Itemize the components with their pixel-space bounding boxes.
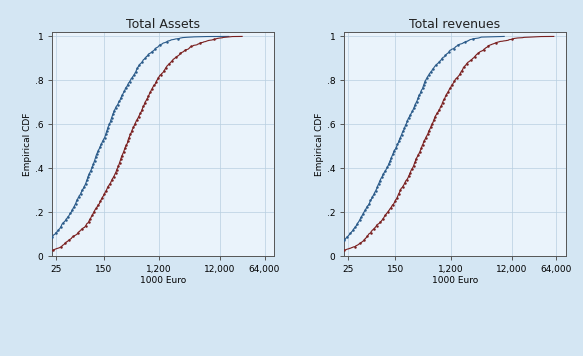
Y-axis label: Empirical CDF: Empirical CDF [23,112,32,176]
Y-axis label: Empirical CDF: Empirical CDF [315,112,324,176]
X-axis label: 1000 Euro: 1000 Euro [140,276,186,285]
Title: Total revenues: Total revenues [409,18,500,31]
X-axis label: 1000 Euro: 1000 Euro [432,276,478,285]
Title: Total Assets: Total Assets [126,18,200,31]
